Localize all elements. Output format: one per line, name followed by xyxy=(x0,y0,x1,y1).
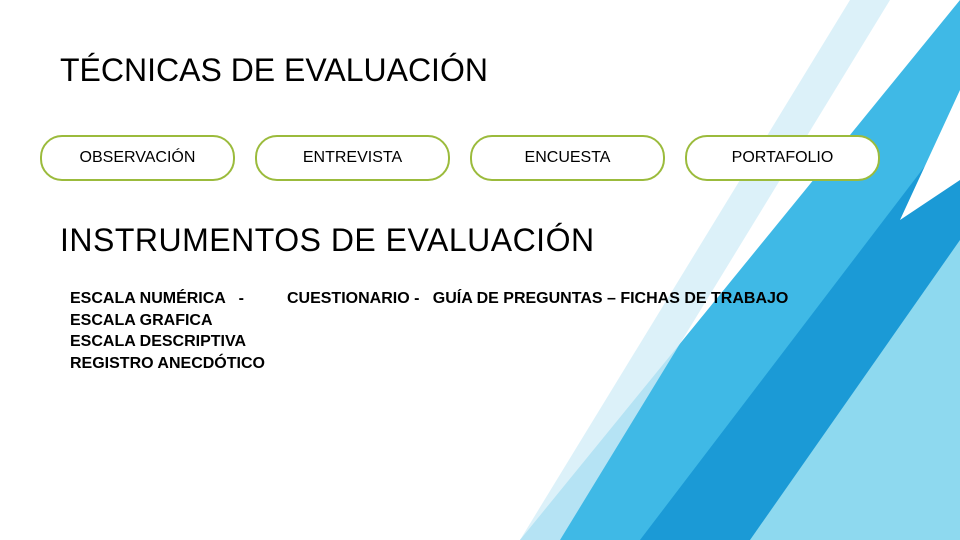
content-area: TÉCNICAS DE EVALUACIÓN OBSERVACIÓN ENTRE… xyxy=(0,0,960,540)
instruments-text-row: ESCALA NUMÉRICA - ESCALA GRAFICA ESCALA … xyxy=(70,288,890,374)
pill-label: OBSERVACIÓN xyxy=(80,149,196,167)
pill-observacion: OBSERVACIÓN xyxy=(40,135,235,181)
heading-instruments: INSTRUMENTOS DE EVALUACIÓN xyxy=(60,222,595,259)
pill-label: ENTREVISTA xyxy=(303,149,402,167)
heading-techniques: TÉCNICAS DE EVALUACIÓN xyxy=(60,52,488,89)
techniques-pill-row: OBSERVACIÓN ENTREVISTA ENCUESTA PORTAFOL… xyxy=(40,135,880,187)
pill-encuesta: ENCUESTA xyxy=(470,135,665,181)
pill-label: ENCUESTA xyxy=(525,149,611,167)
slide: TÉCNICAS DE EVALUACIÓN OBSERVACIÓN ENTRE… xyxy=(0,0,960,540)
instruments-left-block: ESCALA NUMÉRICA - ESCALA GRAFICA ESCALA … xyxy=(70,288,265,374)
pill-portafolio: PORTAFOLIO xyxy=(685,135,880,181)
pill-entrevista: ENTREVISTA xyxy=(255,135,450,181)
instruments-right-block: CUESTIONARIO - GUÍA DE PREGUNTAS – FICHA… xyxy=(287,288,788,310)
pill-label: PORTAFOLIO xyxy=(732,149,834,167)
